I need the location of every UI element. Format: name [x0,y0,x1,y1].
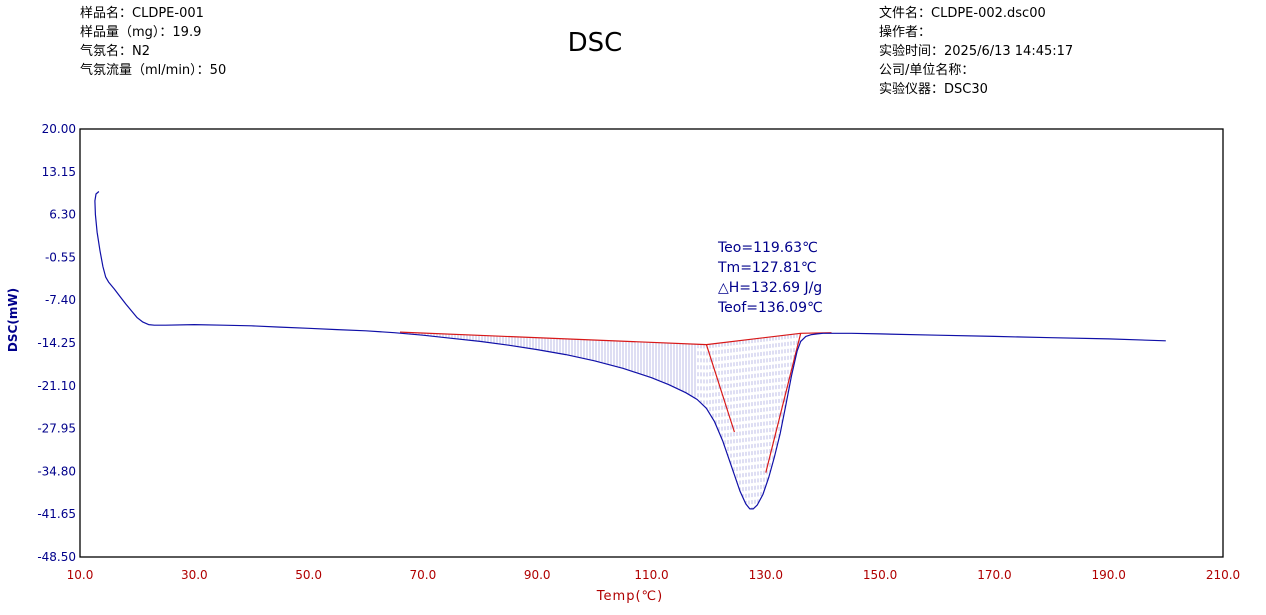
x-tick-label: 70.0 [410,568,437,582]
x-axis-ticks: 10.0 30.0 50.0 70.0 90.0 110.0 130.0 150.0 170.0… [67,568,1241,582]
peak-annotation: Tm=127.81℃ [717,260,817,276]
file-name: 文件名：CLDPE-002.dsc00 [879,6,1046,21]
y-axis-ticks: 20.00 13.15 6.30 -0.55 -7.40 -14.25 -21.10 -27.… [37,122,76,564]
y-tick-label: -27.95 [37,422,76,436]
x-tick-label: 130.0 [749,568,783,582]
annotations: Teo=119.63℃ Tm=127.81℃ △H=132.69 J/g Teof=1… [717,240,823,316]
peak-annotation: Teo=119.63℃ [717,240,818,256]
chart-title: DSC [567,28,623,58]
y-tick-label: -7.40 [45,293,76,307]
tangent-line [705,344,735,433]
integration-hatch [400,332,801,509]
y-tick-label: -34.80 [37,464,76,478]
plot-frame [79,128,1224,558]
peak-annotation: Teof=136.09℃ [717,300,823,316]
sample-mass: 样品量（mg）：19.9 [80,25,202,40]
x-tick-label: 210.0 [1206,568,1240,582]
sample-info: 样品名：CLDPE-001 样品量（mg）：19.9 气氛名：N2 气氛流量（m… [80,4,226,80]
x-tick-label: 190.0 [1092,568,1126,582]
y-tick-label: 13.15 [42,165,76,179]
y-tick-label: -21.10 [37,379,76,393]
instrument: 实验仪器：DSC30 [879,82,988,97]
gas-name: 气氛名：N2 [80,44,150,59]
y-axis-label: DSC(mW) [6,288,20,352]
file-info: 文件名：CLDPE-002.dsc00 操作者： 实验时间：2025/6/13 … [879,4,1073,99]
peak-annotation: △H=132.69 J/g [718,280,822,296]
y-tick-label: -14.25 [37,336,76,350]
company: 公司/单位名称： [879,63,975,78]
x-tick-label: 50.0 [295,568,322,582]
gas-flow: 气氛流量（ml/min）：50 [80,63,227,78]
chart-lines [94,191,1166,510]
x-tick-label: 30.0 [181,568,208,582]
x-tick-label: 90.0 [524,568,551,582]
x-tick-label: 110.0 [634,568,668,582]
test-time: 实验时间：2025/6/13 14:45:17 [879,44,1074,59]
x-tick-label: 150.0 [863,568,897,582]
x-tick-label: 170.0 [977,568,1011,582]
y-tick-label: 6.30 [49,208,76,222]
tangent-line [765,333,802,473]
dsc-curve [94,191,1166,510]
operator: 操作者： [879,25,932,40]
y-tick-label: -41.65 [37,507,76,521]
sample-name: 样品名：CLDPE-001 [80,6,204,21]
y-tick-label: -0.55 [45,250,76,264]
y-tick-label: 20.00 [42,122,76,136]
x-axis-label: Temp(℃) [596,589,663,604]
x-tick-label: 10.0 [67,568,94,582]
integration-baseline [399,331,832,346]
y-tick-label: -48.50 [37,550,76,564]
